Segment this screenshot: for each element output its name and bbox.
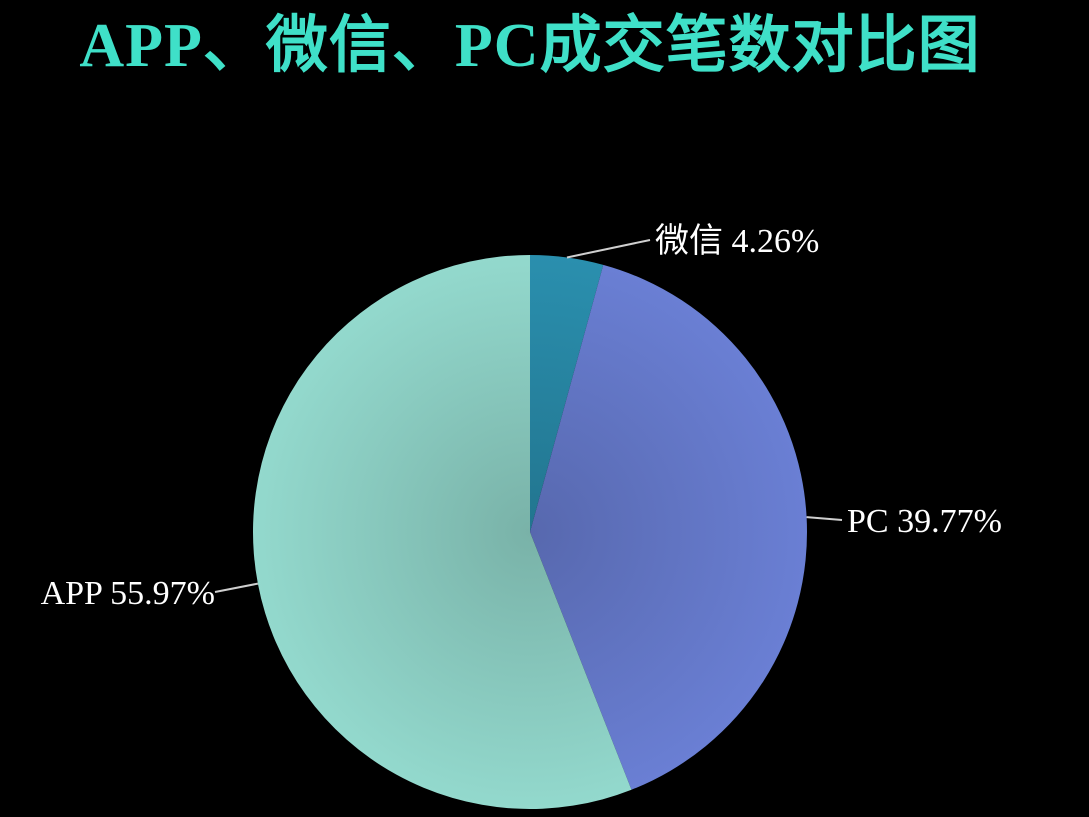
pie-slice-wechat <box>530 255 604 532</box>
slice-label: 微信 4.26% <box>655 222 819 260</box>
slice-label: APP 55.97% <box>41 575 215 612</box>
leader-line <box>566 239 651 259</box>
pie-slice-pc <box>530 264 807 790</box>
leader-line <box>214 582 259 593</box>
slice-label: PC 39.77% <box>847 503 1002 540</box>
leader-line <box>806 516 843 521</box>
pie-slices <box>253 254 807 809</box>
pie-slice-app <box>253 254 632 809</box>
chart-title: APP、微信、PC成交笔数对比图 <box>79 12 981 80</box>
pie-labels: 微信 4.26% PC 39.77% APP 55.97% <box>41 222 1002 612</box>
